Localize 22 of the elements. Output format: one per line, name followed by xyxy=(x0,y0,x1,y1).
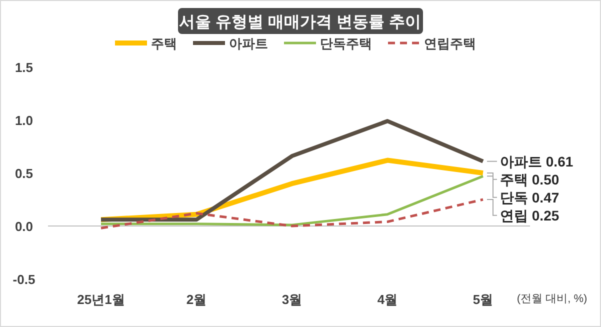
x-tick-label: 5월 xyxy=(472,292,494,307)
legend-label: 연립주택 xyxy=(424,36,476,51)
legend-label: 아파트 xyxy=(229,36,268,51)
line-series xyxy=(99,119,485,222)
annotation: 단독 0.47 xyxy=(500,189,560,206)
annotation: 연립 0.25 xyxy=(500,207,560,224)
chart-title: 서울 유형별 매매가격 변동률 추이 xyxy=(179,14,421,31)
x-tick-label: 4월 xyxy=(377,292,398,307)
x-tick-label: 25년1월 xyxy=(77,292,125,307)
y-tick-label: 0.0 xyxy=(14,219,34,234)
y-tick-label: 1.0 xyxy=(14,113,34,128)
text: (전월 대비, %) xyxy=(516,293,588,305)
y-tick-label: 0.5 xyxy=(14,166,34,181)
y-tick-label: -0.5 xyxy=(12,272,36,287)
x-tick-label: 3월 xyxy=(282,292,302,307)
legend-label: 주택 xyxy=(151,36,177,51)
x-tick-label: 2월 xyxy=(186,292,207,307)
annotation: 아파트 0.61 xyxy=(500,153,574,170)
annotation: 주택 0.50 xyxy=(500,171,560,188)
legend-label: 단독주택 xyxy=(320,36,372,51)
y-tick-label: 1.5 xyxy=(14,60,34,75)
line-series xyxy=(100,198,484,230)
